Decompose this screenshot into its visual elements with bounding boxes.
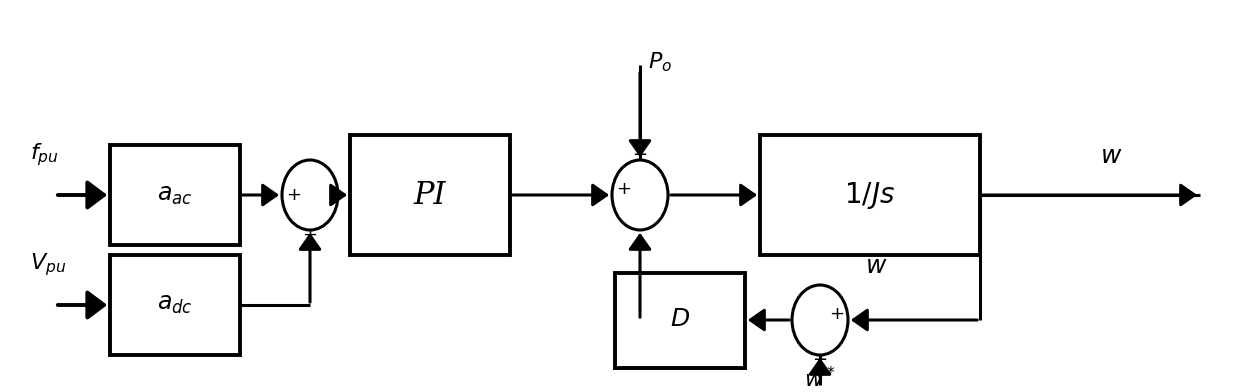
- Text: −: −: [813, 351, 828, 369]
- Text: +: +: [829, 305, 844, 323]
- Text: $1/Js$: $1/Js$: [845, 180, 896, 211]
- Ellipse shape: [792, 285, 847, 355]
- Text: +: +: [616, 180, 631, 198]
- Bar: [349, 135, 510, 255]
- Text: $P_o$: $P_o$: [648, 50, 673, 74]
- Text: $w$: $w$: [1100, 145, 1123, 168]
- Ellipse shape: [282, 160, 338, 230]
- Bar: [615, 272, 745, 368]
- Text: $D$: $D$: [670, 309, 690, 332]
- Text: $w^*$: $w^*$: [804, 367, 836, 392]
- Bar: [760, 135, 980, 255]
- Ellipse shape: [612, 160, 668, 230]
- Text: +: +: [302, 226, 317, 244]
- Bar: [110, 145, 240, 245]
- Text: PI: PI: [414, 180, 446, 211]
- Text: $V_{pu}$: $V_{pu}$: [30, 251, 66, 278]
- Text: $f_{pu}$: $f_{pu}$: [30, 141, 58, 168]
- Text: −: −: [632, 146, 648, 164]
- Text: $a_{ac}$: $a_{ac}$: [157, 183, 193, 207]
- Text: $w$: $w$: [865, 255, 887, 278]
- Bar: [110, 255, 240, 355]
- Text: $a_{dc}$: $a_{dc}$: [157, 294, 193, 316]
- Text: +: +: [286, 186, 301, 204]
